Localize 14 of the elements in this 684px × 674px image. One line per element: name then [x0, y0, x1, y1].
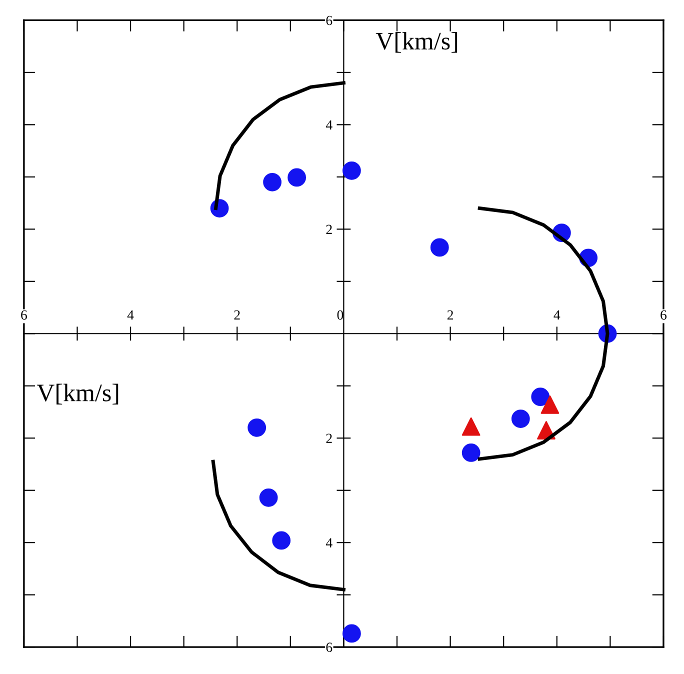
x-axis-title: V[km/s]	[36, 384, 118, 404]
y-tick-label: 6	[326, 642, 332, 652]
y-axis-title: V[km/s]	[376, 32, 458, 53]
y-tick-label: 4	[326, 120, 332, 130]
y-tick-label: 2	[326, 224, 332, 234]
x-tick-label: 2	[447, 310, 454, 320]
x-tick-label: 4	[127, 310, 134, 320]
x-tick-label: 2	[234, 310, 240, 320]
x-tick-label: 6	[660, 310, 667, 320]
x-tick-label: 4	[554, 310, 560, 320]
y-tick-label: 4	[326, 538, 332, 548]
x-tick-label: 6	[21, 310, 27, 320]
y-tick-label: 2	[326, 434, 332, 443]
y-tick-label: 6	[326, 16, 332, 26]
